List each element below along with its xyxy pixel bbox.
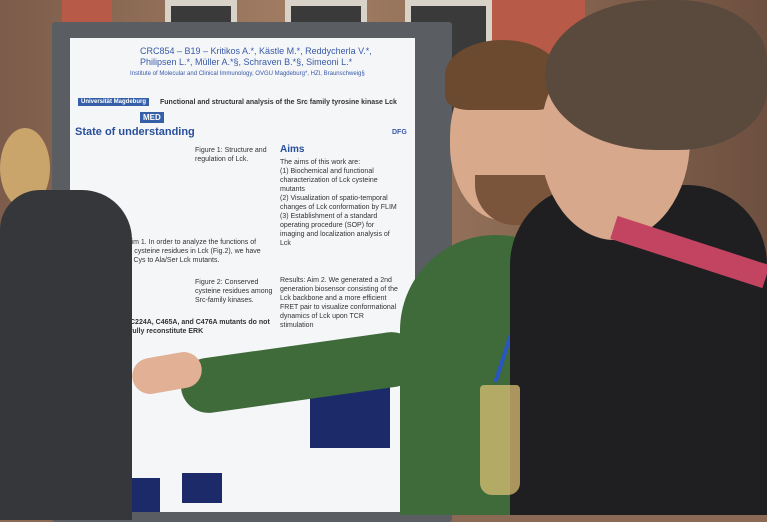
- poster-title: Functional and structural analysis of th…: [160, 99, 397, 106]
- beer-glass: [480, 385, 520, 495]
- aim-2: (2) Visualization of spatio-temporal cha…: [280, 195, 397, 211]
- figure-1-caption: Figure 1: Structure and regulation of Lc…: [195, 147, 267, 163]
- section-state-of-understanding: State of understanding: [75, 126, 195, 138]
- aim-1: (1) Biochemical and functional character…: [280, 168, 378, 193]
- results-aim-2: Results: Aim 2. We generated a 2nd gener…: [280, 277, 398, 329]
- man-hair: [445, 40, 560, 110]
- poster: CRC854 – B19 – Kritikos A.*, Kästle M.*,…: [70, 38, 415, 512]
- aims-intro: The aims of this work are:: [280, 159, 361, 166]
- university-logo: Universität Magdeburg: [78, 98, 150, 106]
- poster-authors: CRC854 – B19 – Kritikos A.*, Kästle M.*,…: [140, 46, 372, 67]
- boy-hair: [545, 0, 767, 150]
- microscopy-image: [182, 473, 222, 503]
- poster-institute: Institute of Molecular and Clinical Immu…: [130, 71, 365, 77]
- results-aim-1: Results: Aim 1. In order to analyze the …: [100, 239, 261, 264]
- section-aims: Aims: [280, 144, 305, 155]
- dfg-logo: DFG: [392, 129, 407, 136]
- person-left-jacket: [0, 190, 132, 520]
- aims-list: The aims of this work are: (1) Biochemic…: [280, 158, 400, 248]
- med-logo: MED: [140, 112, 164, 123]
- mutants-heading: C224A, C465A, and C476A mutants do not f…: [130, 319, 270, 335]
- aim-3: (3) Establishment of a standard operatin…: [280, 213, 390, 247]
- figure-2-caption: Figure 2: Conserved cysteine residues am…: [195, 279, 273, 304]
